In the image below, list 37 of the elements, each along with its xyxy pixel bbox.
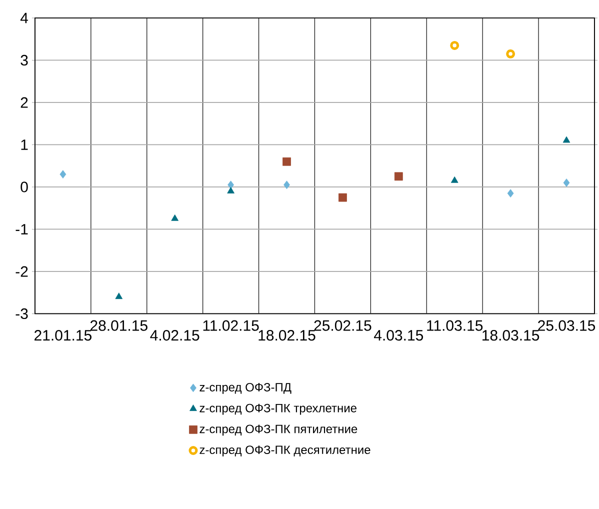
y-tick-label: -1 [16, 224, 28, 235]
x-tick-label: 21.01.15 [34, 330, 92, 341]
point [450, 41, 460, 50]
point [115, 292, 123, 300]
point [563, 178, 570, 188]
y-tick-label: -3 [16, 308, 28, 320]
y-tick-label: 4 [20, 13, 28, 24]
point [450, 176, 458, 184]
legend-label: z-спред ОФЗ-ПК трехлетние [200, 404, 356, 415]
point [394, 172, 403, 181]
point [171, 214, 179, 222]
x-tick-label: 4.02.15 [150, 330, 200, 341]
y-tick-label: -2 [16, 266, 28, 277]
x-tick-label: 25.03.15 [538, 320, 596, 332]
point [506, 50, 516, 59]
x-tick-label: 11.03.15 [427, 320, 483, 332]
y-tick-label: 1 [21, 140, 28, 150]
point [60, 170, 66, 179]
x-tick-label: 11.02.15 [203, 320, 259, 332]
x-tick-label: 4.03.15 [374, 330, 424, 341]
y-tick-label: 2 [20, 97, 28, 108]
y-tick-label: 0 [20, 182, 28, 192]
x-tick-label: 25.02.15 [314, 320, 372, 332]
legend-label: z-спред ОФЗ-ПК пятилетние [200, 424, 358, 436]
point [228, 180, 234, 190]
point [284, 180, 290, 190]
point [507, 189, 514, 198]
point [282, 158, 291, 166]
y-tick-label: 3 [20, 55, 28, 66]
point [338, 194, 347, 202]
x-tick-label: 18.02.15 [258, 330, 316, 341]
x-tick-label: 18.03.15 [482, 330, 540, 341]
x-tick-label: 28.01.15 [90, 320, 148, 332]
point [227, 187, 234, 194]
point [562, 136, 570, 143]
legend-label: z-спред ОФЗ-ПД [200, 383, 292, 394]
legend-label: z-спред ОФЗ-ПК десятилетние [200, 446, 370, 457]
